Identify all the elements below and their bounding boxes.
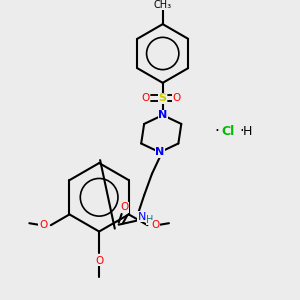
Text: O: O	[141, 94, 149, 103]
Text: O: O	[39, 220, 47, 230]
Text: N: N	[138, 212, 146, 222]
Text: O: O	[172, 94, 181, 103]
Text: H: H	[146, 215, 154, 225]
Text: O: O	[95, 256, 103, 266]
Text: Cl: Cl	[222, 125, 235, 138]
Text: ·: ·	[214, 124, 219, 139]
Text: S: S	[159, 94, 167, 103]
Text: H: H	[243, 125, 253, 138]
Text: ·: ·	[239, 124, 244, 139]
Text: CH₃: CH₃	[154, 0, 172, 10]
Text: O: O	[120, 202, 129, 212]
Text: O: O	[151, 220, 159, 230]
Text: N: N	[155, 147, 164, 157]
Text: N: N	[158, 110, 167, 120]
